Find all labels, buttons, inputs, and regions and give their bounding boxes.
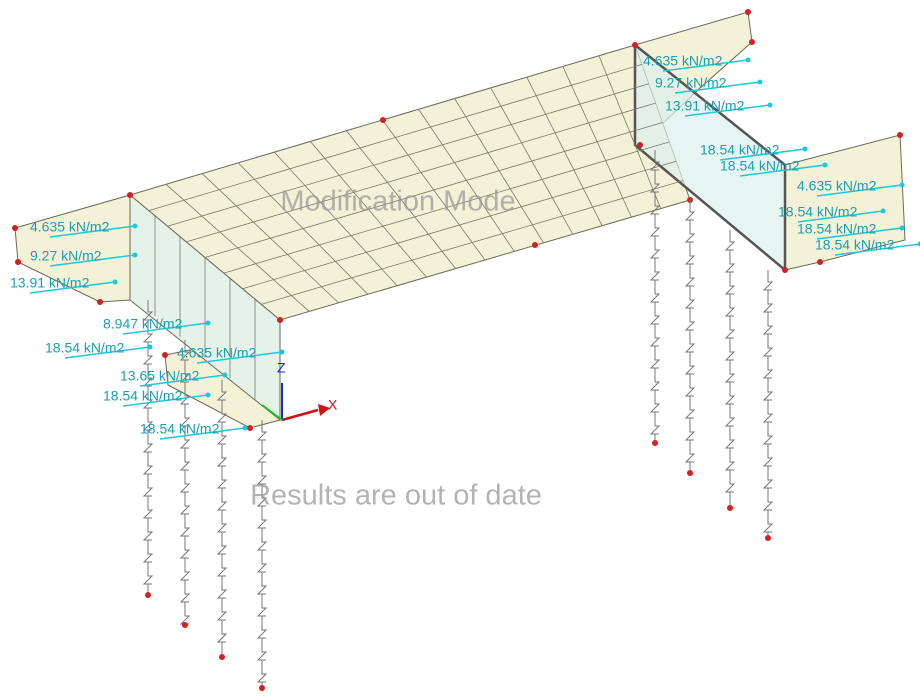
node (97, 299, 103, 305)
load-arrow-head (881, 209, 886, 214)
load-arrow-head (133, 253, 138, 258)
load-label: 18.54 kN/m2 (700, 142, 780, 158)
load-label: 18.54 kN/m2 (720, 158, 800, 174)
load-arrow-head (206, 321, 211, 326)
load-arrow-head (223, 373, 228, 378)
node (12, 225, 18, 231)
node (15, 259, 21, 265)
watermark: Modification Mode (280, 186, 515, 218)
node (247, 425, 253, 431)
load-label: 18.54 kN/m2 (45, 340, 125, 356)
node (745, 9, 751, 15)
x-axis-arrow (282, 410, 318, 420)
pile-spring (258, 420, 266, 688)
node (532, 242, 538, 248)
load-label: 9.27 kN/m2 (30, 248, 102, 264)
load-arrow-head (133, 224, 138, 229)
pile-spring (686, 200, 694, 473)
load-label: 18.54 kN/m2 (797, 221, 877, 237)
load-arrow-head (746, 58, 751, 63)
node (632, 42, 638, 48)
load-label: 18.54 kN/m2 (815, 237, 895, 253)
load-arrow-head (823, 163, 828, 168)
load-label: 8.947 kN/m2 (103, 316, 183, 332)
load-arrow-head (206, 393, 211, 398)
load-label: 13.91 kN/m2 (665, 98, 745, 114)
load-arrow-head (758, 80, 763, 85)
load-label: 18.54 kN/m2 (778, 204, 858, 220)
load-label: 13.91 kN/m2 (10, 275, 90, 291)
pile-spring (144, 300, 152, 595)
node (162, 352, 168, 358)
load-label: 4.635 kN/m2 (643, 53, 723, 69)
pile-support (145, 592, 151, 598)
load-label: 18.54 kN/m2 (140, 421, 220, 437)
load-label: 18.54 kN/m2 (103, 388, 183, 404)
load-arrow-head (900, 226, 905, 231)
pile-support (687, 470, 693, 476)
load-arrow-head (148, 345, 153, 350)
load-arrow-head (113, 280, 118, 285)
node (897, 132, 903, 138)
pile-support (182, 622, 188, 628)
pile-support (652, 440, 658, 446)
node (817, 259, 823, 265)
load-arrow-head (243, 426, 248, 431)
load-label: 9.27 kN/m2 (655, 75, 727, 91)
pile-support (727, 505, 733, 511)
x-axis-label: X (328, 397, 338, 413)
load-arrow-head (280, 350, 285, 355)
pile-support (259, 685, 265, 691)
pile-support (219, 654, 225, 660)
load-label: 4.635 kN/m2 (30, 219, 110, 235)
node (749, 39, 755, 45)
node (782, 267, 788, 273)
load-label: 4.635 kN/m2 (797, 178, 877, 194)
watermark: Results are out of date (250, 480, 542, 512)
node (637, 142, 643, 148)
z-axis-label: Z (277, 360, 286, 376)
node (380, 117, 386, 123)
load-label: 4.635 kN/m2 (177, 345, 257, 361)
load-arrow-head (803, 147, 808, 152)
pile-support (765, 535, 771, 541)
pile-spring (764, 270, 772, 538)
node (277, 317, 283, 323)
load-arrow-head (900, 183, 905, 188)
load-arrow-head (768, 103, 773, 108)
pile-spring (726, 230, 734, 508)
node (127, 192, 133, 198)
load-label: 13.65 kN/m2 (120, 368, 200, 384)
